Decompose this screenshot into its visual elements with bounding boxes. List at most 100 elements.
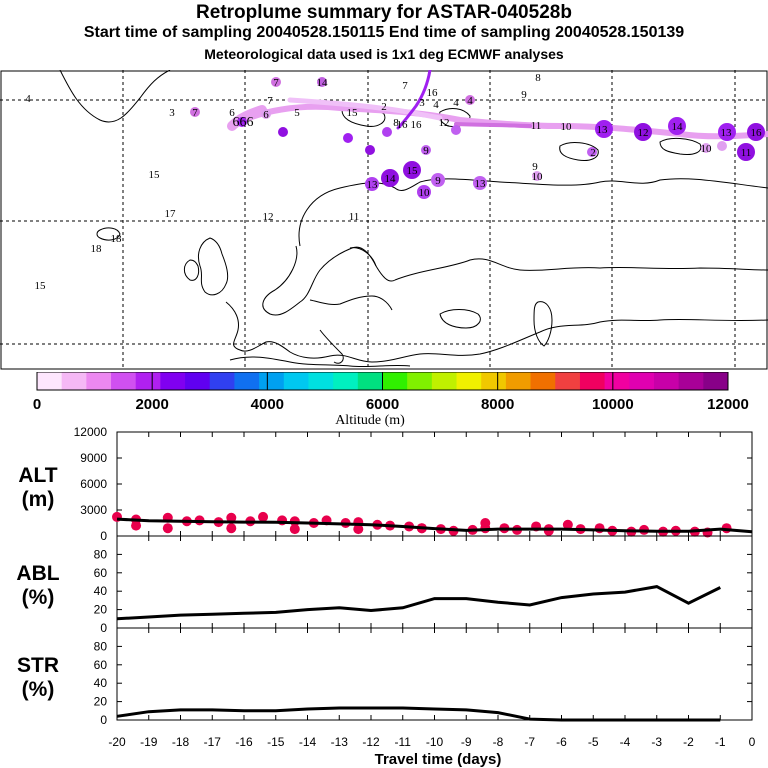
map-label: 10 [701, 143, 713, 155]
map-dot [365, 177, 379, 191]
colorbar-swatch [259, 372, 285, 390]
map-label: 7 [273, 77, 279, 89]
map-label: 11 [531, 120, 542, 132]
map-label: 2 [590, 147, 596, 159]
panel-unit: (m) [22, 488, 55, 511]
panel-alt: 0 3000 6000 9000 12000 ALT(m) [18, 425, 753, 543]
colorbar-swatch [530, 372, 556, 390]
panel-title: STR [17, 654, 59, 677]
map-label: 2 [381, 101, 387, 113]
plume-trajectory [227, 70, 768, 140]
colorbar-swatch [481, 372, 507, 390]
x-tick-label: -11 [395, 735, 412, 749]
y-tick-label: 80 [94, 639, 108, 653]
map-label: 13 [475, 178, 487, 190]
colorbar-swatch [653, 372, 680, 390]
colorbar-swatch [234, 372, 260, 390]
x-tick-label: -19 [140, 735, 158, 749]
x-tick-label: -10 [426, 735, 444, 749]
map-label: 15 [407, 165, 419, 177]
map-label: 3 [169, 107, 175, 119]
map-dot [532, 171, 542, 181]
sampling-times: Start time of sampling 20040528.150115 E… [83, 24, 685, 41]
colorbar-swatch [604, 372, 630, 390]
map-label: 9 [521, 89, 527, 101]
x-tick-label: -16 [235, 735, 253, 749]
map-dot [381, 169, 399, 187]
colorbar-swatch [629, 372, 655, 390]
x-tick-label: -6 [556, 735, 567, 749]
alt-marker [162, 523, 173, 534]
map-dot [271, 77, 281, 87]
map-label: 11 [349, 211, 360, 223]
map-label: 9 [435, 175, 441, 187]
colorbar-tick-label: 8000 [481, 396, 514, 413]
map-dot [417, 185, 431, 199]
x-tick-label: -4 [620, 735, 631, 749]
map-label: 14 [672, 121, 684, 133]
colorbar-swatch [407, 372, 433, 390]
map-label: 3 [419, 97, 425, 109]
map-label: 18 [111, 233, 123, 245]
map-dot [403, 161, 421, 179]
colorbar-swatch [382, 372, 408, 390]
map-label: 13 [721, 127, 733, 139]
map-dot [587, 147, 597, 157]
panel-unit: (%) [22, 586, 55, 609]
panels: 030006000900012000ALT(m)020406080ABL(%)0… [16, 425, 753, 727]
map-label: 4 [453, 97, 459, 109]
map-label: 14 [385, 173, 397, 185]
colorbar-tick-label: 0 [33, 396, 41, 413]
colorbar-swatch [111, 372, 137, 390]
map-label: 15 [35, 280, 47, 292]
map-label: 10 [532, 171, 544, 183]
map-dot [737, 143, 755, 161]
x-tick-label: -18 [172, 735, 190, 749]
alt-marker [226, 523, 237, 534]
colorbar-swatch [209, 372, 235, 390]
colorbar-swatch [37, 372, 63, 390]
map-label: 7 [402, 80, 408, 92]
y-tick-label: 40 [94, 676, 108, 690]
x-tick-label: -12 [362, 735, 380, 749]
series-line-alt [116, 517, 753, 534]
x-tick-label: -14 [299, 735, 317, 749]
colorbar-swatch [185, 372, 211, 390]
y-tick-label: 0 [100, 621, 107, 635]
colorbar-swatch [61, 372, 87, 390]
x-tick-label: -3 [651, 735, 662, 749]
map-label: 4 [433, 99, 439, 111]
altitude-colorbar: 0 2000 4000 6000 8000 10000 12000 Altitude (m) [33, 372, 749, 428]
map-label: 6 [263, 109, 269, 121]
map-dot [668, 117, 686, 135]
panel-abl: 0 20 40 60 80 ABL(%) [16, 535, 753, 635]
timeseries-panels: 030006000900012000ALT(m)020406080ABL(%)0… [16, 425, 756, 768]
map-frame [0, 70, 768, 370]
panel-title: ALT [18, 464, 57, 487]
x-axis-label: Travel time (days) [375, 751, 502, 768]
y-tick-label: 20 [94, 603, 108, 617]
map-dot [317, 77, 327, 87]
map-dot [451, 125, 461, 135]
x-tick-label: 0 [749, 735, 756, 749]
colorbar-swatch [308, 372, 334, 390]
map-label: 10 [561, 121, 573, 133]
map-label: 11 [741, 147, 752, 159]
colorbar-ticks: 0 2000 4000 6000 8000 10000 12000 [33, 372, 749, 413]
map-label: 666 [233, 115, 254, 130]
map-dot [465, 95, 475, 105]
map-label: 13 [597, 124, 609, 136]
map-label: 10 [419, 187, 431, 199]
alt-marker [131, 520, 142, 531]
map-dot [747, 123, 765, 141]
x-tick-label: -1 [715, 735, 726, 749]
x-tick-label: -7 [524, 735, 535, 749]
map-label: 12 [638, 127, 649, 139]
map-label: 9 [532, 161, 538, 173]
x-tick-label: -8 [493, 735, 504, 749]
map-dot [365, 145, 375, 155]
map-label: 14 [317, 77, 329, 89]
colorbar-swatches [37, 372, 729, 390]
